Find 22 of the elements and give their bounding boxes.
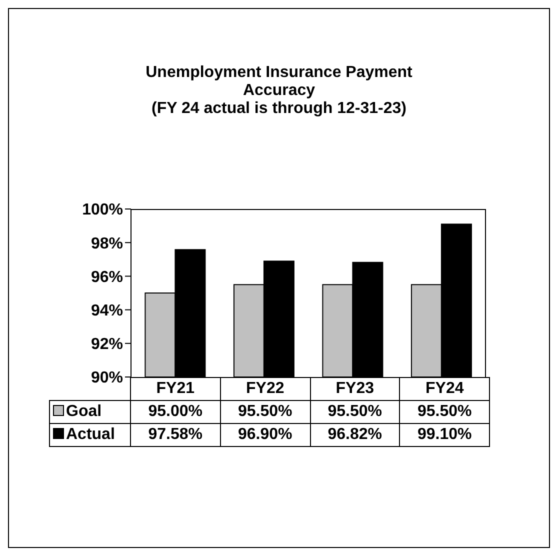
x-tick-label: FY23 <box>310 378 400 400</box>
data-label: 97.58% <box>130 424 220 446</box>
data-label: 96.82% <box>310 424 400 446</box>
chart-subtitle: (FY 24 actual is through 12-31-23) <box>150 100 408 118</box>
y-tick-label: 94% <box>90 302 123 320</box>
data-label: 95.50% <box>310 400 400 424</box>
legend-label: Actual <box>50 424 130 446</box>
data-label: 95.50% <box>220 400 310 424</box>
data-label: 95.00% <box>130 400 220 424</box>
x-tick-label: FY21 <box>130 378 220 400</box>
y-tick-label: 98% <box>90 235 123 252</box>
x-tick-label: FY22 <box>220 378 310 400</box>
data-label: 96.90% <box>220 424 310 446</box>
y-tick-label: 100% <box>82 202 123 219</box>
chart-title: Unemployment Insurance Payment Accuracy <box>144 64 414 100</box>
legend-label: Goal <box>50 400 130 424</box>
y-tick-label: 96% <box>90 268 123 286</box>
data-label: 95.50% <box>400 400 490 424</box>
y-tick-label: 90% <box>90 370 123 387</box>
x-tick-label: FY24 <box>400 378 490 400</box>
data-label: 99.10% <box>400 424 490 446</box>
y-tick-label: 92% <box>90 336 123 354</box>
